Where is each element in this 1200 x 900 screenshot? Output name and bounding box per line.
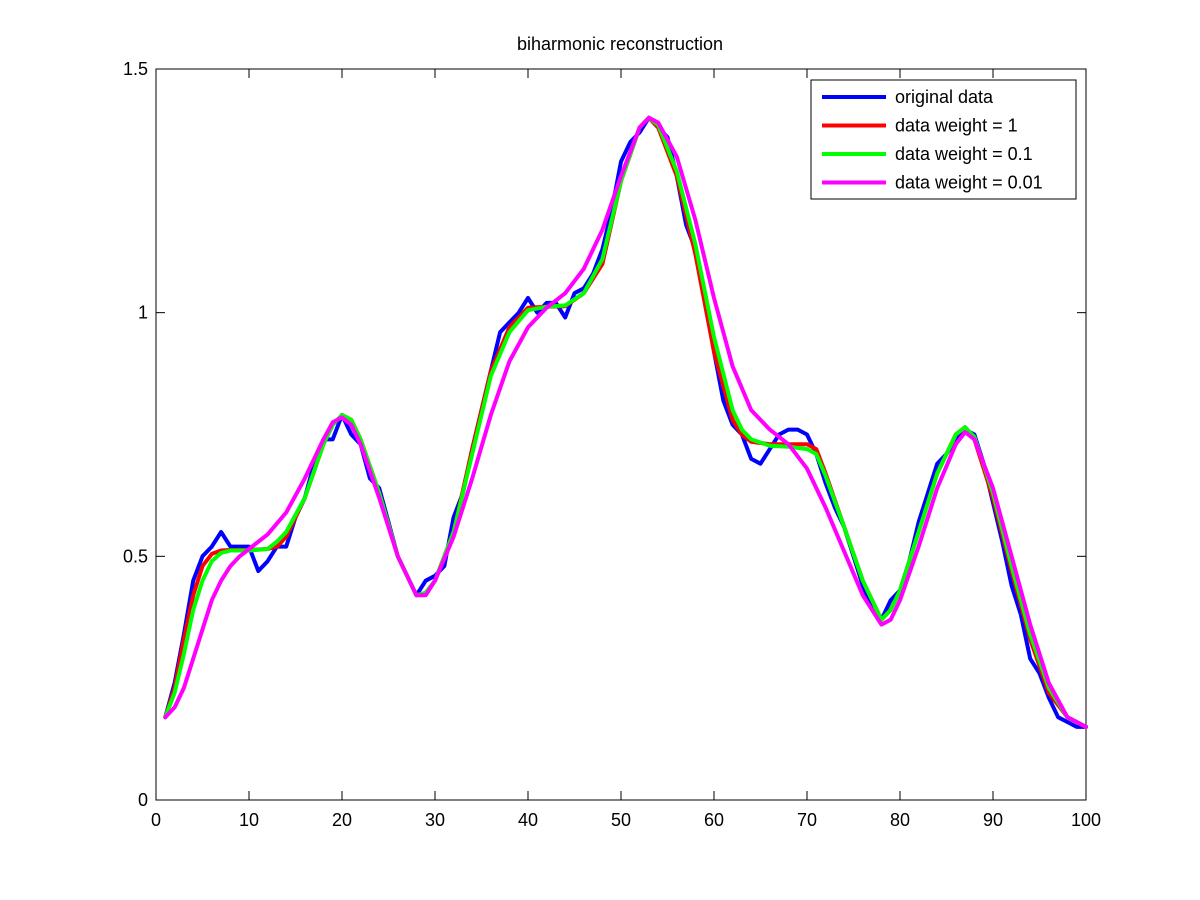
x-tick-label: 80 (890, 810, 910, 830)
y-tick-label: 0.5 (123, 546, 148, 566)
series-layer (163, 115, 1088, 729)
legend-label-1: original data (895, 87, 994, 107)
x-tick-label: 30 (425, 810, 445, 830)
x-tick-label: 100 (1071, 810, 1101, 830)
x-tick-label: 40 (518, 810, 538, 830)
x-tick-label: 90 (983, 810, 1003, 830)
x-tick-label: 10 (239, 810, 259, 830)
legend: original data data weight = 1 data weight … (810, 79, 1077, 200)
legend-label-2: data weight = 1 (895, 116, 1018, 136)
ticks-layer: 0 10 20 30 40 50 60 70 80 90 100 0 0.5 1 1.5 (123, 59, 1101, 830)
series-line-4 (163, 115, 1088, 729)
x-tick-label: 20 (332, 810, 352, 830)
legend-label-3: data weight = 0.1 (895, 144, 1033, 164)
y-tick-label: 1 (138, 303, 148, 323)
legend-box (810, 79, 1077, 200)
x-tick-label: 50 (611, 810, 631, 830)
x-tick-label: 60 (704, 810, 724, 830)
y-tick-label: 1.5 (123, 59, 148, 79)
chart-title: biharmonic reconstruction (517, 34, 723, 54)
x-tick-label: 0 (151, 810, 161, 830)
legend-entries: original data data weight = 1 data weight … (822, 87, 1043, 193)
legend-label-4: data weight = 0.01 (895, 173, 1043, 193)
x-tick-label: 70 (797, 810, 817, 830)
series-line-3 (163, 115, 1088, 729)
y-tick-label: 0 (138, 790, 148, 810)
